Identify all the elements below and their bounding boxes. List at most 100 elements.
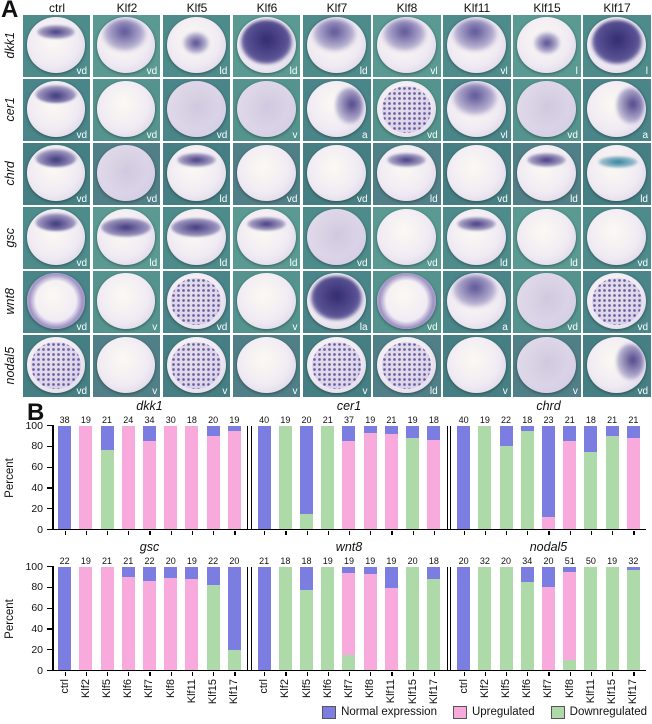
segment-normal-expression: [520, 566, 534, 583]
sample-count: 19: [479, 414, 490, 425]
embryo-image-wnt8-Klf11: a: [443, 271, 511, 333]
segment-downregulated: [478, 425, 492, 530]
column-header-Klf17: Klf17: [603, 1, 631, 15]
segment-normal-expression: [342, 566, 356, 573]
x-tick-label: Klf8: [364, 678, 377, 698]
segment-upregulated: [121, 576, 135, 671]
bar-chrd-Klf8: 21: [559, 414, 580, 535]
segment-normal-expression: [541, 425, 555, 518]
view-annotation: vd: [216, 129, 228, 141]
segment-upregulated: [626, 437, 640, 530]
sample-count: 32: [479, 555, 490, 566]
panel-a: A ctrl Klf2 Klf5 Klf6 Klf7 Klf8 Klf11 Klf15 Klf1…: [0, 0, 652, 397]
embryo-band-wide: [166, 209, 226, 266]
sample-count: 20: [208, 414, 219, 425]
view-annotation: ld: [289, 257, 298, 269]
x-tick-label: Klf6: [122, 678, 135, 698]
column-header-Klf7: Klf7: [326, 1, 348, 15]
stacked-bar: [300, 566, 314, 671]
embryo-image-dkk1-Klf8: vl: [373, 15, 441, 77]
stacked-bar: [278, 566, 292, 671]
bar-dkk1-Klf17: 19: [224, 414, 245, 535]
bar-nodal5-Klf5: 20 Klf5: [495, 555, 516, 697]
sample-count: 20: [501, 555, 512, 566]
bar-gsc-Klf11: 19 Klf11: [181, 555, 202, 703]
y-axis-line: [52, 424, 54, 530]
segment-normal-expression: [100, 425, 114, 451]
segment-upregulated: [563, 441, 577, 530]
bars-nodal5: 20 ctrl 32 Klf2 20 Klf5 34 Klf6 20 Klf7 51 Klf8 50 Kl…: [451, 555, 646, 704]
legend-swatch: [322, 705, 337, 719]
bar-nodal5-ctrl: 20 ctrl: [453, 555, 474, 693]
embryo-speckle: [166, 337, 226, 394]
sample-count: 21: [102, 555, 113, 566]
view-annotation: v: [502, 385, 508, 397]
embryo-none: [517, 209, 577, 266]
embryo-speckle: [26, 337, 86, 394]
segment-normal-expression: [227, 425, 241, 431]
segment-normal-expression: [342, 425, 356, 442]
view-annotation: vd: [216, 321, 228, 333]
bars-wnt8: 21 ctrl 18 Klf2 18 Klf5 19 Klf6 19 Klf7 19 Klf8 19 Kl…: [252, 555, 447, 704]
sample-count: 18: [186, 414, 197, 425]
stacked-bar: [164, 566, 178, 671]
sample-count: 19: [607, 555, 618, 566]
bar-cer1-Klf7: 37: [338, 414, 359, 535]
embryo-image-cer1-Klf15: vd: [513, 79, 581, 141]
stacked-bar: [563, 566, 577, 671]
y-tick-mark: [47, 628, 52, 630]
embryo-speckle: [166, 273, 226, 330]
segment-normal-expression: [499, 425, 513, 447]
segment-normal-expression: [457, 566, 471, 671]
bar-chrd-Klf7: 23: [538, 414, 559, 535]
bar-chrd-Klf15: 21: [602, 414, 623, 535]
embryo-image-wnt8-Klf17: vd: [583, 271, 651, 333]
stacked-bar: [605, 425, 619, 530]
bar-dkk1-Klf7: 34: [139, 414, 160, 535]
x-tick-label: ctrl: [457, 678, 470, 694]
y-tick-mark: [47, 566, 52, 568]
segment-downregulated: [427, 578, 441, 671]
row-label-chrd: chrd: [3, 161, 17, 186]
embryo-none: [96, 81, 156, 138]
embryo-image-gsc-Klf8: vd: [373, 207, 441, 269]
view-annotation: ld: [219, 193, 228, 205]
view-annotation: ld: [499, 257, 508, 269]
bars-dkk1: 38 19 21 24 34 30 18 20 19: [52, 414, 247, 535]
view-annotation: l: [645, 65, 648, 77]
x-tick-label: Klf6: [321, 678, 334, 698]
embryo-image-wnt8-Klf5: vd: [162, 271, 231, 333]
sample-count: 50: [585, 555, 596, 566]
bar-nodal5-Klf2: 32 Klf2: [474, 555, 495, 697]
segment-normal-expression: [257, 425, 271, 530]
embryo-band-blue: [587, 145, 647, 202]
segment-normal-expression: [58, 566, 72, 671]
view-annotation: vl: [500, 129, 508, 141]
x-tick-label: ctrl: [258, 678, 271, 694]
view-annotation: vl: [500, 65, 508, 77]
sample-count: 18: [280, 555, 291, 566]
segment-upregulated: [363, 573, 377, 671]
bar-gsc-ctrl: 22 ctrl: [54, 555, 75, 693]
segment-downregulated: [499, 446, 513, 530]
stacked-bar: [342, 566, 356, 671]
column-header-Klf11: Klf11: [463, 1, 491, 15]
embryo-image-nodal5-Klf11: v: [443, 335, 511, 397]
sample-count: 37: [343, 414, 354, 425]
x-tick-label: Klf17: [427, 678, 440, 704]
segment-downregulated: [206, 585, 220, 671]
embryo-image-wnt8-Klf6: v: [232, 271, 301, 333]
embryo-dark: [306, 273, 366, 330]
stacked-bar: [384, 425, 398, 530]
embryo-image-gsc-Klf2: ld: [92, 207, 161, 269]
y-tick-mark: [47, 487, 52, 489]
embryo-image-gsc-Klf15: ld: [513, 207, 581, 269]
panel-a-label: A: [1, 0, 19, 23]
view-annotation: a: [361, 129, 368, 141]
sample-count: 21: [564, 414, 575, 425]
row-label-gsc: gsc: [3, 228, 17, 248]
x-tick-label: Klf5: [500, 678, 513, 698]
segment-normal-expression: [626, 425, 640, 438]
embryo-image-nodal5-Klf8: ld: [373, 335, 441, 397]
bar-gsc-Klf15: 22 Klf15: [203, 555, 224, 704]
